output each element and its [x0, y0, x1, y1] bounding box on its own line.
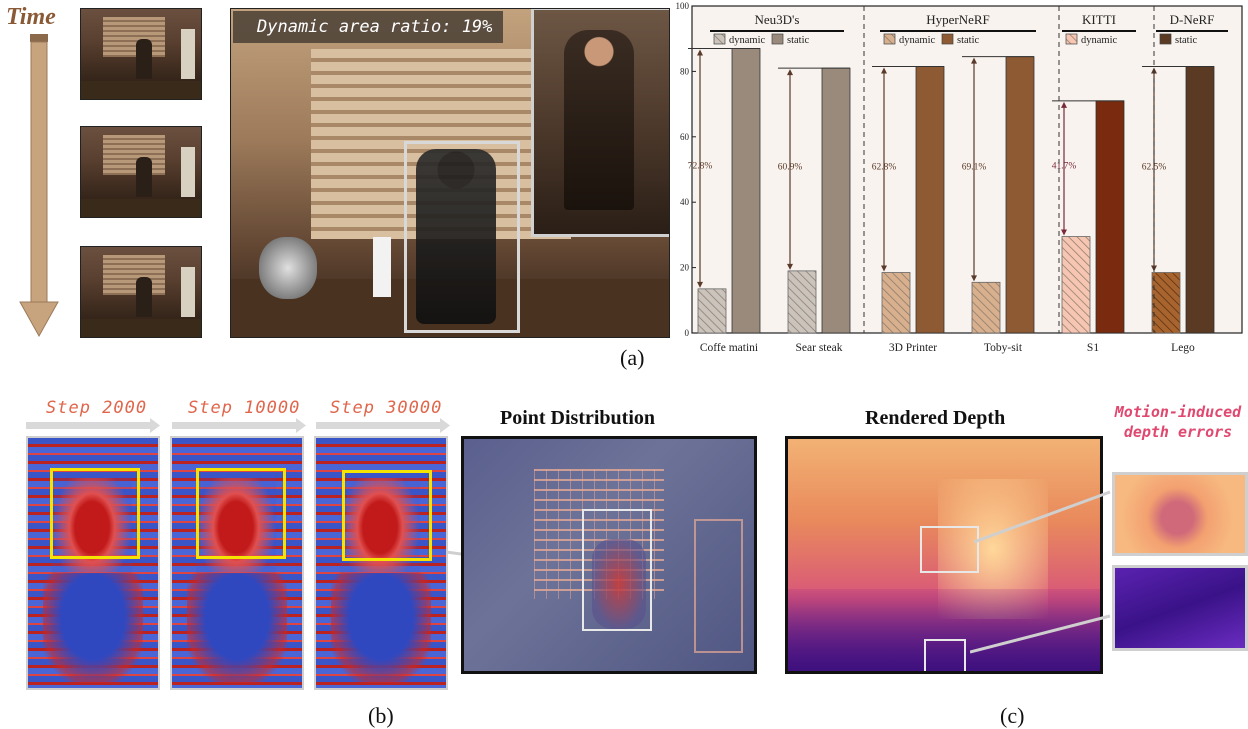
motion-label-line1: Motion-induced — [1114, 403, 1242, 421]
legend-swatch-0-0 — [713, 33, 726, 45]
gap-arrow-head-top-4 — [1061, 101, 1067, 108]
dynamic-region-box — [404, 141, 520, 333]
gap-arrow-head-top-1 — [787, 69, 793, 76]
bar-dynamic-1 — [787, 270, 817, 334]
bar-static-0 — [731, 48, 761, 334]
x-tick-label-5: Lego — [1171, 342, 1195, 354]
gap-arrow-head-bottom-3 — [971, 275, 977, 282]
point-distribution-image — [461, 436, 757, 674]
x-tick-label-3: Toby-sit — [984, 342, 1023, 354]
gap-arrow-head-bottom-1 — [787, 263, 793, 270]
panel-a-caption: (a) — [620, 345, 645, 370]
bar-static-5 — [1185, 66, 1215, 334]
video-frame-3 — [80, 246, 202, 338]
step-arrows-icon — [26, 418, 450, 433]
gap-label-2: 62.8% — [872, 163, 897, 173]
depth-error-box-2 — [924, 639, 966, 671]
bar-dynamic-5 — [1151, 272, 1181, 334]
motion-induced-label: Motion-induced depth errors — [1108, 402, 1248, 442]
y-tick-label: 80 — [680, 66, 690, 76]
bar-static-4 — [1095, 100, 1125, 334]
x-tick-label-4: S1 — [1087, 342, 1099, 354]
legend-label-2-0: dynamic — [1081, 35, 1117, 46]
zoom-inset-chef — [531, 9, 669, 237]
video-frame-2 — [80, 126, 202, 218]
gap-label-3: 69.1% — [962, 163, 987, 173]
video-frame-1 — [80, 8, 202, 100]
bar-dynamic-3 — [971, 281, 1001, 334]
dynamic-object-blob — [259, 237, 317, 299]
rendered-depth-title: Rendered Depth — [865, 407, 1006, 429]
legend-swatch-1-1 — [941, 33, 954, 45]
panel-b-caption: (b) — [368, 703, 394, 728]
time-label: Time — [6, 4, 56, 30]
step-label-2: Step 10000 — [188, 398, 301, 418]
x-tick-label-2: 3D Printer — [889, 342, 937, 354]
legend-label-3-0: static — [1175, 35, 1197, 46]
legend-swatch-2-0 — [1065, 33, 1078, 45]
gap-arrow-head-top-2 — [881, 67, 887, 74]
legend-label-1-0: dynamic — [899, 35, 935, 46]
group-title-1: HyperNeRF — [926, 12, 990, 27]
legend-swatch-3-0 — [1159, 33, 1172, 45]
zoom-connector-lines — [970, 490, 1111, 654]
dynamic-area-ratio-label: Dynamic area ratio: 19% — [233, 11, 503, 43]
gap-arrow-head-top-0 — [697, 49, 703, 56]
group-title-0: Neu3D's — [755, 12, 800, 27]
x-tick-label-0: Coffe matini — [700, 342, 758, 354]
group-title-2: KITTI — [1082, 12, 1116, 27]
y-tick-label: 0 — [685, 328, 690, 338]
dynamic-person-mask — [416, 149, 496, 324]
depth-zoom-counter — [1112, 565, 1248, 651]
heatmap-step-2000 — [26, 436, 160, 690]
gap-label-1: 60.9% — [778, 163, 803, 173]
depth-error-box-1 — [920, 526, 979, 573]
y-tick-label: 40 — [680, 197, 690, 207]
step-label-3: Step 30000 — [330, 398, 443, 418]
motion-label-line2: depth errors — [1123, 423, 1233, 441]
gap-arrow-head-bottom-0 — [697, 281, 703, 288]
bar-static-1 — [821, 67, 851, 334]
legend-label-0-0: dynamic — [729, 35, 765, 46]
step-label-1: Step 2000 — [46, 398, 148, 418]
legend-swatch-1-0 — [883, 33, 896, 45]
x-tick-label-1: Sear steak — [796, 342, 843, 354]
legend-label-1-1: static — [957, 35, 979, 46]
heatmap-step-10000 — [170, 436, 304, 690]
bar-dynamic-2 — [881, 272, 911, 334]
bar-dynamic-0 — [697, 288, 727, 334]
bar-static-3 — [1005, 56, 1035, 334]
gap-arrow-head-bottom-4 — [1061, 229, 1067, 236]
heatmap-step-30000 — [314, 436, 448, 690]
rendered-depth-image — [785, 436, 1103, 674]
kitchen-scene-image: Dynamic area ratio: 19% — [230, 8, 670, 338]
plot-area — [691, 5, 1243, 334]
legend-swatch-0-1 — [771, 33, 784, 45]
depth-zoom-person — [1112, 472, 1248, 556]
legend-label-0-1: static — [787, 35, 809, 46]
dynamic-static-bar-chart: 0 20 40 60 80 100 72.8% Coffe matini 60.9% Sear s… — [676, 1, 1243, 354]
gap-label-4: 41.7% — [1052, 162, 1077, 172]
time-arrow-icon — [19, 34, 59, 338]
gap-arrow-head-top-3 — [971, 57, 977, 64]
point-distribution-title: Point Distribution — [500, 407, 656, 429]
bar-static-2 — [915, 66, 945, 334]
gap-arrow-head-bottom-2 — [881, 265, 887, 272]
y-tick-label: 100 — [676, 1, 690, 11]
y-tick-label: 20 — [680, 263, 690, 273]
gap-label-0: 72.8% — [688, 162, 713, 172]
gap-label-5: 62.5% — [1142, 163, 1167, 173]
panel-c-caption: (c) — [1000, 703, 1025, 728]
bar-dynamic-4 — [1061, 236, 1091, 334]
group-title-3: D-NeRF — [1170, 12, 1215, 27]
y-tick-label: 60 — [680, 132, 690, 142]
